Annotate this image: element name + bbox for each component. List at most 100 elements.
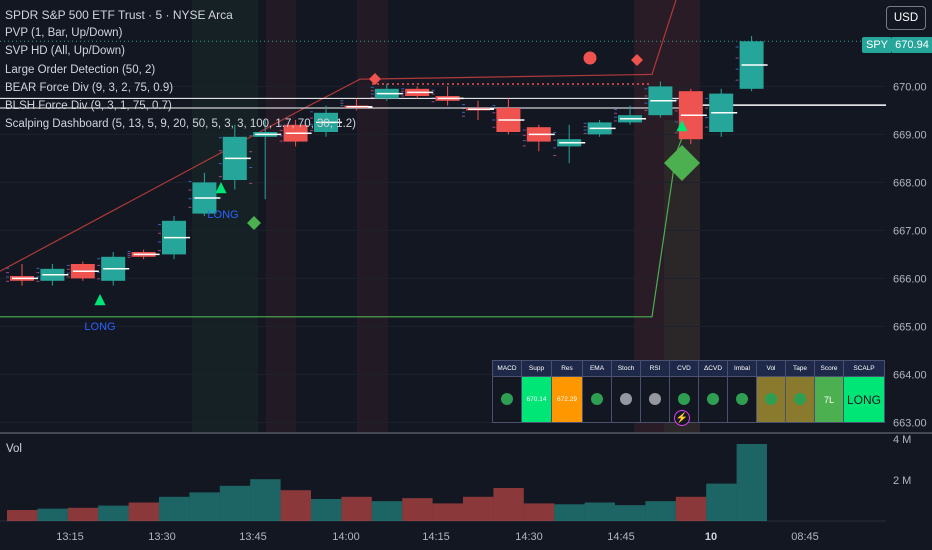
volume-bar: [311, 499, 342, 521]
candle: [435, 86, 464, 106]
price-tick-label: 669.00: [893, 129, 927, 141]
volume-bar: [7, 510, 38, 521]
highlight-band: [357, 0, 388, 432]
status-dot-icon: [649, 392, 661, 405]
grid: [0, 85, 932, 522]
candle: [253, 120, 282, 200]
time-tick-label: 14:30: [515, 531, 543, 543]
volume-bar: [615, 505, 646, 521]
candle: [344, 98, 373, 111]
currency-button[interactable]: USD: [886, 6, 926, 30]
time-tick-label: 13:45: [239, 531, 267, 543]
volume-profile-ticks: [6, 46, 739, 282]
volume-bar: [736, 444, 767, 521]
candle: [739, 36, 768, 92]
dashboard-header-ema: EMA: [582, 360, 612, 377]
time-tick-label: 13:15: [56, 531, 84, 543]
price-tick-label: 668.00: [893, 177, 927, 189]
status-dot-icon: [707, 392, 719, 405]
dashboard-header-supp: Supp: [521, 360, 552, 377]
last-price-badge: 670.94: [892, 37, 932, 53]
time-tick-label: 14:00: [332, 531, 360, 543]
candle: [374, 84, 403, 101]
status-dot-icon: [591, 392, 603, 405]
dashboard-header-cvd: ΔCVD: [698, 360, 728, 377]
dashboard-cell: [492, 376, 522, 423]
dashboard-header-score: Score: [814, 360, 844, 377]
dashboard-cell: 670.14: [521, 376, 552, 423]
volume-bar: [159, 496, 190, 521]
dashboard-header-tape: Tape: [785, 360, 815, 377]
volume-bar: [128, 502, 159, 521]
candle: [314, 105, 342, 137]
dashboard-cell: [640, 376, 670, 423]
volume-bars: [7, 444, 767, 521]
dashboard-cell: 7L: [814, 376, 844, 423]
time-tick-label: 08:45: [791, 531, 819, 543]
volume-bar: [523, 503, 555, 521]
candle: [405, 86, 434, 99]
bear-circle-icon: [583, 51, 597, 65]
symbol-title[interactable]: SPDR S&P 500 ETF Trust · 5 · NYSE Arca: [5, 8, 233, 22]
indicator-pvp[interactable]: PVP (1, Bar, Up/Down): [5, 27, 123, 40]
dashboard-header-imbal: Imbal: [727, 360, 757, 377]
volume-bar: [341, 496, 372, 521]
candle: [557, 124, 586, 164]
dashboard-cell: [756, 376, 786, 423]
time-tick-label: 14:15: [422, 531, 450, 543]
dashboard-cell: LONG: [843, 376, 885, 423]
candle: [222, 124, 251, 190]
volume-bar: [432, 503, 463, 521]
candle: [678, 88, 707, 144]
dashboard-cell: [611, 376, 641, 423]
status-dot-icon: [678, 392, 690, 405]
indicator-large-order[interactable]: Large Order Detection (50, 2): [5, 63, 156, 76]
volume-bar: [219, 485, 251, 521]
scalping-dashboard: MACD Supp Res EMA Stoch RSI CVD ΔCVD Imbal Vol Tap…: [492, 360, 885, 423]
status-dot-icon: [620, 392, 632, 405]
candle: [618, 105, 646, 125]
large-bull-diamond-icon: [664, 145, 700, 181]
indicator-bear-force[interactable]: BEAR Force Div (9, 3, 2, 75, 0.9): [5, 81, 174, 94]
candle: [101, 252, 130, 286]
indicator-scalping-dashboard[interactable]: Scalping Dashboard (5, 13, 5, 9, 20, 50,…: [5, 118, 356, 131]
candle: [648, 81, 677, 118]
candle: [283, 120, 312, 147]
volume-bar: [463, 496, 494, 521]
volume-pane-label[interactable]: Vol: [6, 443, 22, 455]
status-dot-icon: [501, 392, 513, 405]
price-axis[interactable]: 670.00 669.00 668.00 667.00 666.00 665.00 664.…: [893, 81, 927, 487]
long-label: LONG: [84, 321, 115, 333]
volume-bar: [554, 504, 585, 521]
volume-bar: [98, 505, 129, 521]
candle: [10, 264, 38, 286]
time-tick-label: 14:45: [607, 531, 635, 543]
long-signal-icon: [94, 294, 106, 306]
long-signal-icon: [215, 182, 227, 194]
time-axis[interactable]: 13:15 13:30 13:45 14:00 14:15 14:30 14:45 10 08:…: [56, 531, 819, 543]
volume-tick-label: 4 M: [893, 434, 911, 446]
candle: [162, 216, 190, 260]
time-tick-label: 13:30: [148, 531, 176, 543]
candle: [192, 172, 221, 216]
dashboard-header-macd: MACD: [492, 360, 522, 377]
candle: [709, 88, 738, 137]
price-tick-label: 670.00: [893, 81, 927, 93]
candle: [496, 98, 525, 135]
status-dot-icon: [765, 392, 777, 405]
dashboard-header-row: MACD Supp Res EMA Stoch RSI CVD ΔCVD Imbal Vol Tap…: [492, 360, 885, 377]
indicator-blsh-force[interactable]: BLSH Force Div (9, 3, 1, 75, 0.7): [5, 100, 172, 113]
indicator-svp-hd[interactable]: SVP HD (All, Up/Down): [5, 45, 125, 58]
dashboard-header-vol: Vol: [756, 360, 786, 377]
signal-markers: LONG LONG: [84, 51, 700, 333]
volume-bar: [706, 483, 737, 521]
candles: [10, 36, 768, 286]
price-tick-label: 663.00: [893, 417, 927, 429]
price-tick-label: 665.00: [893, 321, 927, 333]
volume-bar: [67, 507, 99, 521]
dashboard-header-res: Res: [551, 360, 583, 377]
candle: [40, 264, 69, 286]
candle: [70, 261, 99, 281]
dashboard-header-stoch: Stoch: [611, 360, 641, 377]
